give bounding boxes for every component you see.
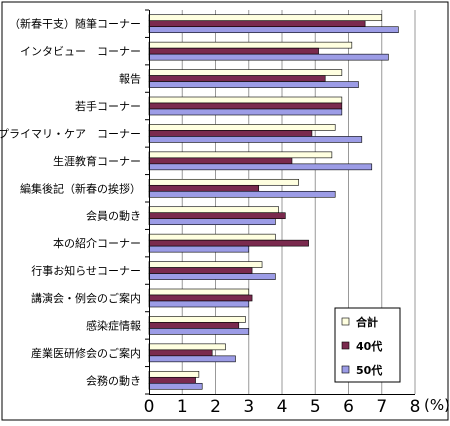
- x-tick-label: 7: [376, 397, 387, 417]
- bar: [148, 370, 200, 378]
- bar: [148, 343, 226, 351]
- bar: [148, 163, 373, 171]
- bar: [148, 212, 286, 220]
- bar: [148, 349, 213, 357]
- bar: [148, 261, 263, 268]
- bar: [148, 355, 236, 363]
- x-tick-labels: 0 1 2 3 4 5 6 7 8: [144, 397, 421, 417]
- category-label: 報告: [119, 73, 141, 86]
- bar: [148, 102, 343, 110]
- legend-label: 合計: [356, 315, 378, 329]
- category-label: 産業医研修会のご案内: [31, 346, 141, 360]
- bar: [148, 239, 309, 247]
- bar: [148, 108, 343, 116]
- bars-group: [148, 14, 399, 390]
- bar: [148, 136, 363, 143]
- bar: [148, 130, 313, 137]
- category-label: （新春干支）随筆コーナー: [9, 17, 141, 31]
- bar: [148, 124, 336, 131]
- bar: [148, 178, 299, 186]
- bar: [148, 69, 343, 76]
- bar: [148, 273, 276, 280]
- bar: [148, 300, 250, 308]
- x-tick-label: 1: [177, 397, 188, 417]
- bar: [148, 382, 203, 390]
- legend-label: 50代: [356, 363, 382, 377]
- legend: 合計 40代 50代: [334, 307, 401, 383]
- bar: [148, 75, 326, 82]
- category-label: プライマリ・ケア コーナー: [0, 127, 141, 140]
- bar: [148, 267, 253, 274]
- bar: [148, 294, 253, 302]
- bar: [148, 47, 319, 55]
- category-label: 講演会・例会のご案内: [31, 291, 141, 305]
- category-label: 若手コーナー: [75, 99, 141, 113]
- category-label: 本の紹介コーナー: [53, 236, 141, 250]
- legend-swatch: [341, 317, 350, 326]
- category-label: 会務の動き: [86, 373, 141, 387]
- x-tick-label: 0: [144, 397, 155, 417]
- bar: [148, 157, 293, 165]
- bar: [148, 41, 353, 49]
- legend-label: 40代: [356, 339, 382, 353]
- bar: [148, 218, 276, 226]
- x-tick-label: 8: [410, 397, 421, 417]
- bar: [148, 288, 250, 296]
- x-tick-label: 3: [243, 397, 254, 417]
- bar: [148, 376, 196, 384]
- bar: [148, 233, 276, 241]
- bar: [148, 20, 366, 28]
- bar: [148, 81, 359, 88]
- bar: [148, 151, 333, 159]
- bar: [148, 316, 246, 323]
- category-label: 生涯教育コーナー: [53, 154, 141, 168]
- bar: [148, 322, 240, 329]
- legend-swatch: [341, 341, 350, 350]
- bar: [148, 26, 399, 34]
- bar: [148, 190, 336, 198]
- category-label: 編集後記（新春の挨拶）: [20, 181, 141, 195]
- category-label: 行事お知らせコーナー: [31, 264, 141, 278]
- x-tick-label: 4: [277, 397, 288, 417]
- bar: [148, 184, 260, 192]
- x-axis-unit: (%): [424, 396, 450, 414]
- legend-swatch: [341, 365, 350, 374]
- bar: [148, 245, 250, 253]
- category-label: 会員の動き: [86, 209, 141, 223]
- category-label: 感染症情報: [86, 318, 141, 332]
- x-tick-label: 6: [343, 397, 354, 417]
- bar: [148, 328, 250, 335]
- bar: [148, 53, 389, 61]
- bar: [148, 14, 383, 22]
- x-tick-label: 2: [210, 397, 221, 417]
- x-tick-label: 5: [310, 397, 321, 417]
- bar: [148, 96, 343, 104]
- category-label: インタビュー コーナー: [20, 45, 141, 58]
- bar: [148, 206, 279, 214]
